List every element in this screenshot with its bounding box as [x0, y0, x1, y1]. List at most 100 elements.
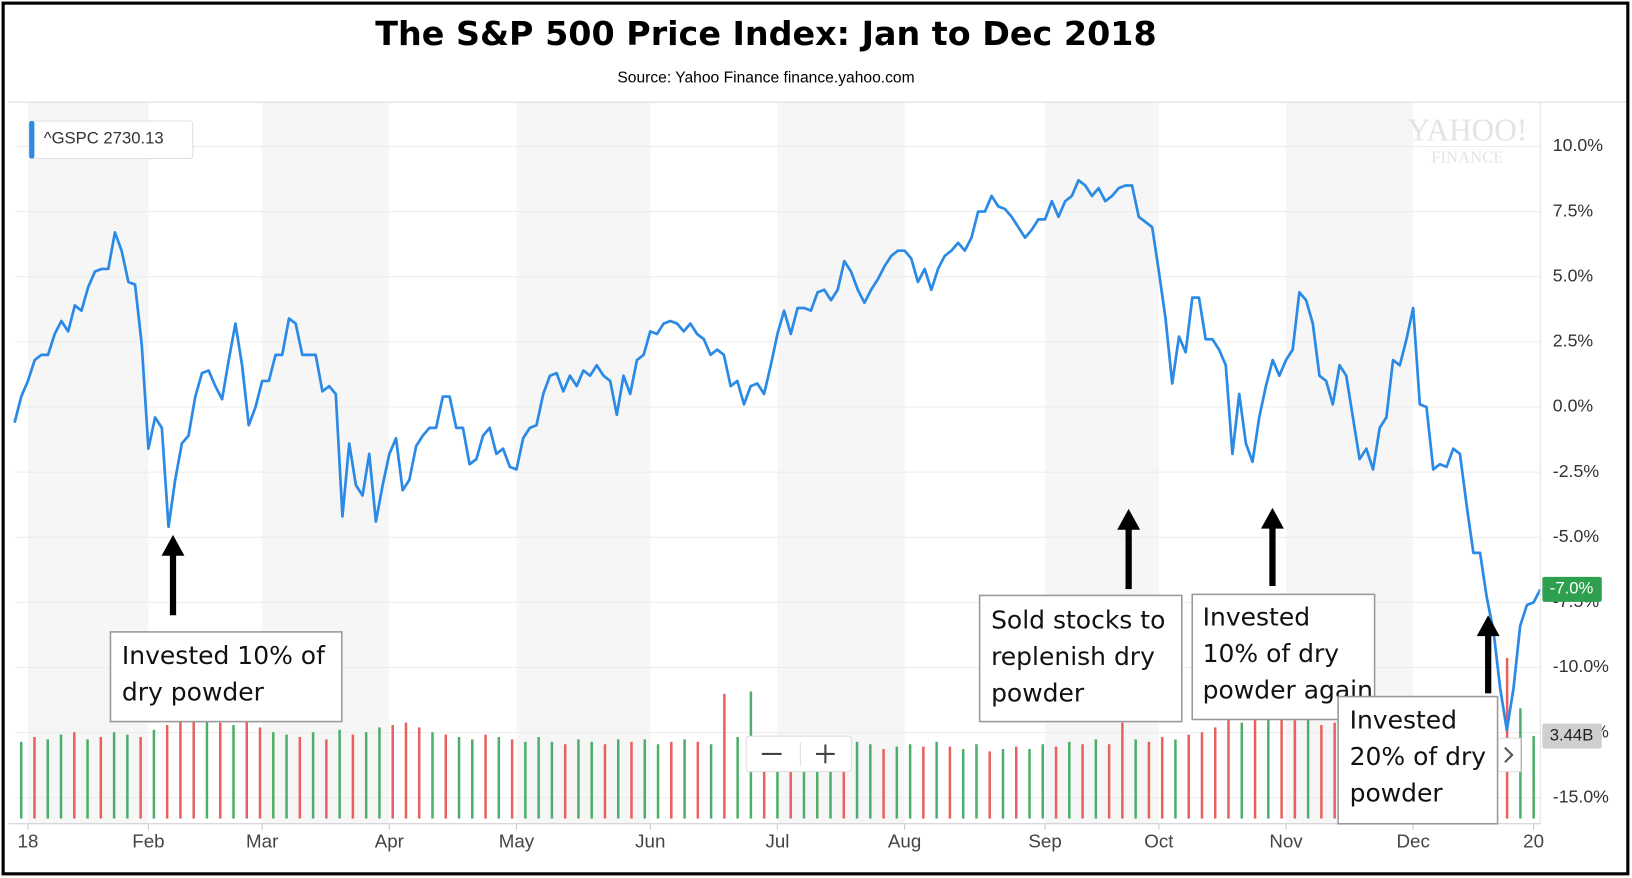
volume-bar — [404, 722, 408, 819]
volume-bar — [205, 715, 209, 819]
annotation-arrowhead — [161, 534, 185, 556]
volume-bar — [444, 734, 448, 819]
y-tick-label: 2.5% — [1553, 331, 1594, 351]
legend-swatch — [29, 120, 35, 159]
volume-bar — [829, 744, 832, 819]
volume-bar — [842, 746, 846, 819]
badges: -7.0% 3.44B — [1542, 576, 1602, 749]
volume-bar — [1320, 725, 1323, 819]
volume-bar — [1240, 722, 1244, 819]
x-tick-label: Jun — [635, 830, 665, 851]
watermark: YAHOO! — [1407, 113, 1527, 148]
volume-bar — [736, 737, 739, 819]
y-tick-label: -2.5% — [1553, 461, 1600, 481]
annotation-text: powder — [1350, 779, 1444, 808]
volume-bar — [882, 749, 885, 819]
x-tick-label: Sep — [1028, 830, 1061, 851]
volume-bar — [895, 746, 899, 819]
volume-bar — [776, 744, 779, 819]
y-tick-label: 5.0% — [1553, 265, 1594, 285]
volume-bar — [19, 741, 23, 819]
annotation-text: Invested — [1203, 602, 1310, 631]
y-tick-label: -15.0% — [1553, 786, 1609, 806]
scroll-box[interactable] — [1497, 737, 1522, 773]
volume-bar — [1094, 739, 1098, 819]
annotation-text: Invested 10% of — [122, 641, 326, 670]
annotation: Invested 10% of dry powder — [109, 534, 343, 723]
annotation-text: dry powder — [122, 677, 265, 706]
volume-bar — [1041, 744, 1045, 819]
volume-bar — [1001, 749, 1005, 819]
x-tick-label: 18 — [18, 830, 39, 851]
volume-bar — [417, 727, 421, 819]
plot: 10.0%7.5%5.0%2.5%0.0%-2.5%-5.0%-7.5%-10.… — [13, 135, 1609, 852]
legend-series: ^GSPC — [44, 129, 99, 148]
volume-bar — [1160, 737, 1164, 819]
volume-bar — [272, 732, 275, 819]
volume-bar — [165, 725, 169, 819]
volume-bar — [338, 729, 341, 819]
volume-bar — [179, 717, 182, 819]
volume-bar — [1532, 736, 1535, 819]
volume-bar — [378, 727, 381, 819]
scroll-arrow[interactable] — [1504, 746, 1514, 763]
volume-bar — [59, 734, 63, 819]
volume-bar — [869, 744, 872, 819]
annotation-text: Invested — [1350, 706, 1457, 735]
scroll-button[interactable] — [1497, 737, 1522, 773]
annotation-text: Sold stocks to — [991, 605, 1165, 634]
volume-bar — [975, 744, 978, 819]
volume-bar — [192, 713, 195, 819]
volume-bar — [815, 746, 819, 819]
volume-bar — [245, 720, 249, 819]
chart-subtitle: Source: Yahoo Finance finance.yahoo.com — [617, 69, 914, 86]
volume-bar — [590, 741, 593, 819]
x-tick-label: May — [499, 830, 535, 851]
volume-bar — [922, 746, 925, 819]
volume-bar — [391, 725, 394, 819]
volume-bar — [126, 734, 129, 819]
volume-bar — [1081, 744, 1084, 819]
annotation-arrowhead — [1117, 508, 1141, 530]
volume-bar — [948, 746, 952, 819]
annotation-text: 10% of dry — [1203, 639, 1340, 668]
x-tick-label: Jul — [765, 830, 789, 851]
annotation-text: replenish dry — [991, 642, 1155, 671]
y-tick-label: 10.0% — [1553, 135, 1603, 155]
volume-badge — [1542, 723, 1602, 749]
volume-bar — [1014, 746, 1018, 819]
annotation-arrowhead — [1260, 507, 1284, 529]
volume-bar — [364, 732, 368, 819]
legend-label: ^GSPC 2730.13 — [44, 129, 164, 148]
volume-bar — [1134, 739, 1137, 819]
chart-title: The S&P 500 Price Index: Jan to Dec 2018 — [375, 14, 1156, 53]
volume-bar — [1028, 749, 1031, 819]
x-tick-label: Feb — [132, 830, 164, 851]
volume-bar — [935, 741, 938, 819]
volume-bar — [1227, 715, 1230, 819]
volume-bar — [471, 739, 474, 819]
volume-bar — [73, 732, 76, 819]
price-line — [13, 178, 1542, 732]
volume-bar — [1267, 717, 1270, 819]
volume-bar — [670, 741, 673, 819]
y-tick-label: -5.0% — [1553, 526, 1600, 546]
volume-bar — [1174, 739, 1177, 819]
annotation-box — [1337, 695, 1499, 825]
x-tick-label: 20 — [1523, 830, 1544, 851]
x-tick-label: Dec — [1396, 830, 1429, 851]
x-tick-label: Mar — [246, 830, 278, 851]
volume-bar — [1054, 746, 1058, 819]
volume-bar — [510, 739, 514, 819]
volume-bar — [139, 737, 142, 819]
volume-bar — [616, 739, 620, 819]
volume-bar — [696, 741, 700, 819]
volume-bar — [86, 739, 89, 819]
volume-bar — [709, 744, 713, 819]
volume-bar — [1333, 722, 1336, 819]
volume-bar — [1213, 727, 1217, 819]
y-tick-label: 0.0% — [1553, 396, 1594, 416]
volume-bar — [603, 744, 607, 819]
